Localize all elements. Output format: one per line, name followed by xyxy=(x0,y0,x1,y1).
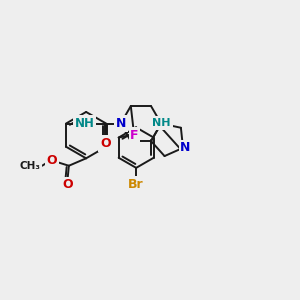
Text: N: N xyxy=(180,141,190,154)
Text: O: O xyxy=(62,178,73,191)
Text: NH: NH xyxy=(152,118,171,128)
Text: O: O xyxy=(46,154,57,167)
Text: F: F xyxy=(130,129,139,142)
Text: CH₃: CH₃ xyxy=(20,161,40,171)
Text: NH: NH xyxy=(74,117,94,130)
Text: O: O xyxy=(100,137,111,150)
Text: Br: Br xyxy=(128,178,144,191)
Text: N: N xyxy=(116,117,126,130)
